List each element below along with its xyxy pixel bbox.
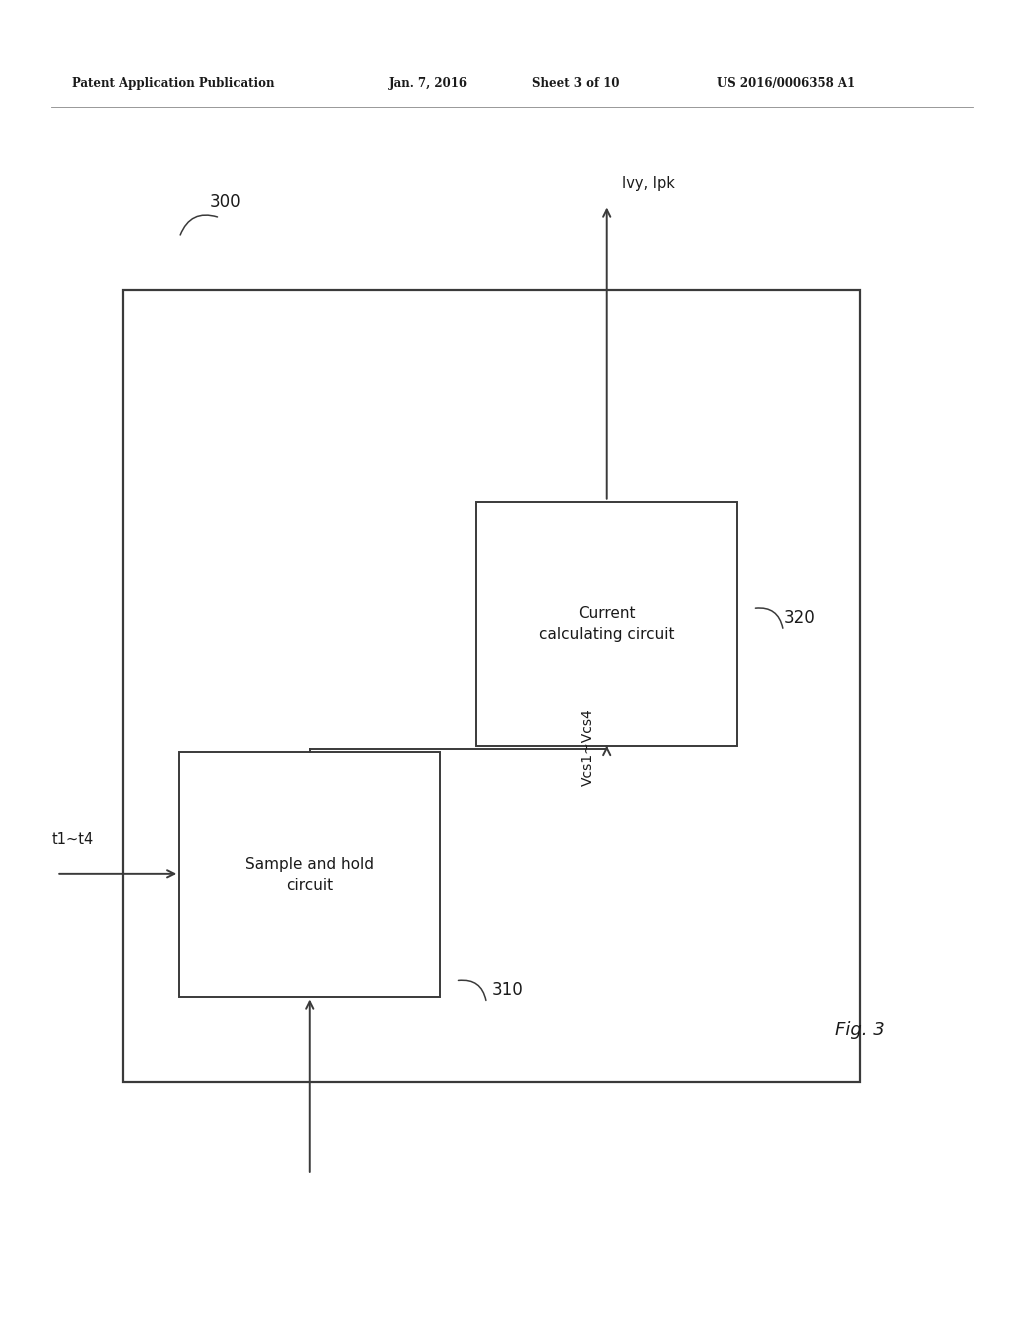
Text: Fig. 3: Fig. 3	[836, 1020, 885, 1039]
Text: Vcs1~Vcs4: Vcs1~Vcs4	[581, 709, 594, 787]
Text: Ivy, Ipk: Ivy, Ipk	[623, 177, 675, 191]
Bar	[476, 502, 737, 746]
Text: US 2016/0006358 A1: US 2016/0006358 A1	[717, 77, 855, 90]
Text: t1~t4: t1~t4	[51, 833, 93, 847]
Text: 320: 320	[783, 609, 815, 627]
Bar	[123, 290, 860, 1082]
Text: Sample and hold
circuit: Sample and hold circuit	[246, 857, 374, 892]
Text: Current
calculating circuit: Current calculating circuit	[539, 606, 675, 642]
Text: 300: 300	[210, 193, 242, 211]
Text: Sheet 3 of 10: Sheet 3 of 10	[532, 77, 620, 90]
Text: Jan. 7, 2016: Jan. 7, 2016	[389, 77, 468, 90]
Text: 310: 310	[492, 981, 523, 999]
Text: Patent Application Publication: Patent Application Publication	[72, 77, 274, 90]
Bar	[179, 752, 440, 997]
